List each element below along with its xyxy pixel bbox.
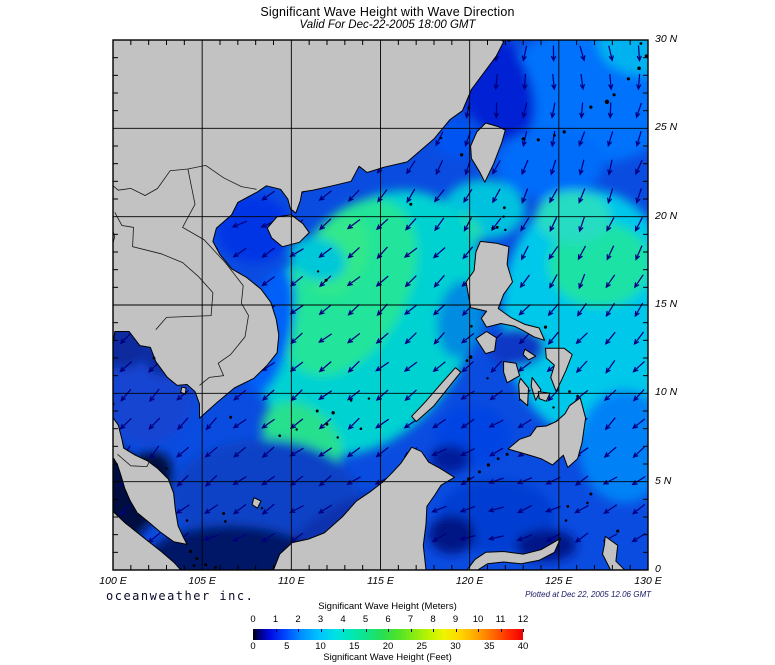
map-subtitle: Valid For Dec-22-2005 18:00 GMT bbox=[299, 19, 476, 31]
colorbar-meters-tick: 5 bbox=[362, 614, 369, 625]
colorbar-meters-tick: 12 bbox=[517, 614, 529, 625]
oceanweather-credit: oceanweather inc. bbox=[106, 589, 255, 603]
lat-tick-label: 0 bbox=[655, 563, 661, 575]
colorbar-meters-tick: 2 bbox=[295, 614, 301, 625]
lon-tick-label: 115 E bbox=[367, 575, 394, 587]
map-title: Significant Wave Height with Wave Direct… bbox=[260, 5, 515, 19]
colorbar-tick-mark bbox=[523, 629, 524, 632]
lon-tick-label: 100 E bbox=[99, 575, 127, 587]
colorbar-gradient bbox=[253, 629, 523, 640]
colorbar-feet-tick: 30 bbox=[450, 641, 461, 652]
lat-tick-label: 5 N bbox=[655, 474, 672, 487]
colorbar-tick-mark bbox=[253, 629, 254, 632]
colorbar-tick-mark bbox=[410, 629, 412, 632]
colorbar-tick-mark bbox=[455, 629, 457, 632]
colorbar-feet-tick: 20 bbox=[382, 641, 394, 652]
colorbar-tick-mark bbox=[343, 629, 344, 632]
landmasses bbox=[113, 40, 648, 570]
colorbar-feet-tick: 25 bbox=[416, 641, 428, 652]
colorbar-title-meters: Significant Wave Height (Meters) bbox=[318, 601, 457, 612]
lon-tick-label: 125 E bbox=[545, 575, 573, 587]
colorbar-tick-mark bbox=[478, 629, 479, 632]
colorbar-feet-tick: 10 bbox=[315, 641, 326, 652]
colorbar-tick-mark bbox=[433, 629, 434, 632]
colorbar-title-feet: Significant Wave Height (Feet) bbox=[323, 652, 452, 663]
lat-tick-label: 25 N bbox=[655, 121, 678, 134]
colorbar-tick-mark bbox=[275, 629, 277, 632]
lat-tick-label: 30 N bbox=[655, 33, 678, 45]
colorbar-tick-mark bbox=[388, 629, 389, 632]
lon-tick-label: 110 E bbox=[277, 575, 305, 587]
lon-tick-label: 120 E bbox=[455, 575, 484, 587]
lat-tick-label: 15 N bbox=[655, 298, 678, 310]
map-frame bbox=[112, 39, 649, 571]
colorbar-meters-tick: 11 bbox=[495, 614, 506, 625]
colorbar-meters-tick: 8 bbox=[430, 614, 436, 625]
colorbar-meters-tick: 1 bbox=[272, 614, 279, 625]
colorbar-feet-tick: 40 bbox=[517, 641, 529, 652]
colorbar-tick-mark bbox=[298, 629, 299, 632]
lat-tick-label: 10 N bbox=[655, 386, 678, 399]
colorbar-meters-tick: 9 bbox=[452, 614, 459, 625]
lon-tick-label: 105 E bbox=[188, 575, 216, 587]
lat-tick-label: 20 N bbox=[655, 209, 678, 222]
colorbar-meters-tick: 7 bbox=[407, 614, 414, 625]
colorbar-feet-tick: 15 bbox=[348, 641, 360, 652]
lon-tick-label: 130 E bbox=[634, 575, 662, 587]
colorbar-tick-mark bbox=[320, 629, 322, 632]
graticule bbox=[113, 40, 648, 570]
colorbar-meters-tick: 10 bbox=[472, 614, 484, 625]
plotted-timestamp: Plotted at Dec 22, 2005 12.06 GMT bbox=[525, 590, 651, 599]
colorbar-tick-mark bbox=[365, 629, 367, 632]
colorbar-meters-tick: 3 bbox=[317, 614, 324, 625]
colorbar-meters-tick: 6 bbox=[385, 614, 391, 625]
colorbar-feet-tick: 35 bbox=[483, 641, 495, 652]
colorbar-feet-tick: 0 bbox=[250, 641, 256, 652]
colorbar-meters-tick: 0 bbox=[250, 614, 256, 625]
colorbar-tick-mark bbox=[500, 629, 502, 632]
degree-ticks bbox=[113, 40, 648, 570]
colorbar-meters-tick: 4 bbox=[340, 614, 346, 625]
colorbar-feet-tick: 5 bbox=[284, 641, 290, 652]
